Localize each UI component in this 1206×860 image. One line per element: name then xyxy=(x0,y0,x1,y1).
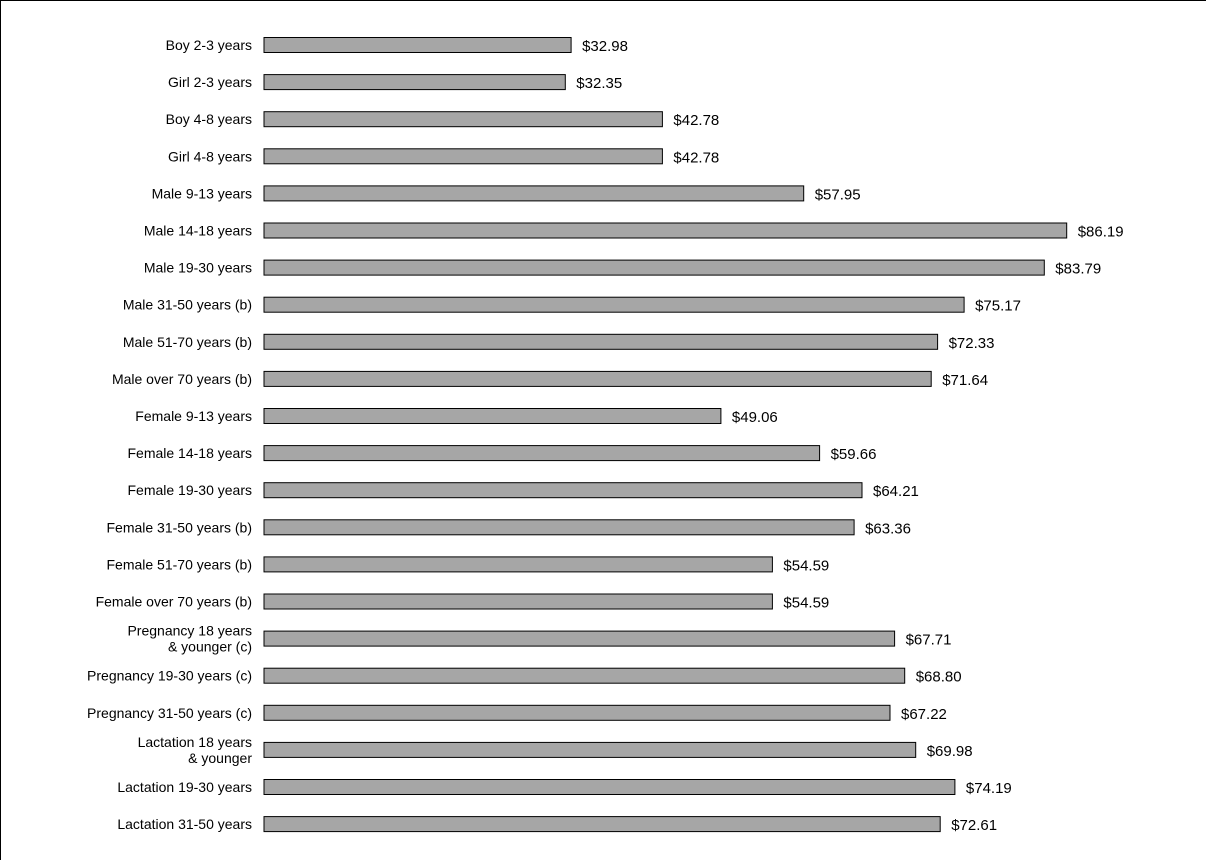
bar-8 xyxy=(263,333,939,350)
category-labels-group: Boy 2-3 years Girl 2-3 years Boy 4-8 years… xyxy=(87,37,252,832)
bar-10 xyxy=(263,408,722,424)
value-label-15: $54.59 xyxy=(783,595,829,612)
value-label-13: $63.36 xyxy=(865,520,911,537)
category-label-18: Pregnancy 31-50 years (c) xyxy=(87,705,252,721)
value-label-5: $86.19 xyxy=(1078,224,1124,241)
value-label-7: $75.17 xyxy=(975,298,1021,315)
category-label-8: Male 51-70 years (b) xyxy=(123,334,252,350)
bar-18 xyxy=(263,704,891,721)
category-label-20: Lactation 19-30 years xyxy=(117,779,252,795)
bar-6 xyxy=(263,259,1045,276)
category-label-21: Lactation 31-50 years xyxy=(117,816,252,832)
category-label-16: Pregnancy 18 years & younger (c) xyxy=(127,623,252,655)
category-label-4: Male 9-13 years xyxy=(152,185,252,201)
category-label-3: Girl 4-8 years xyxy=(168,148,252,164)
value-label-17: $68.80 xyxy=(916,669,962,686)
bar-12 xyxy=(263,482,863,499)
category-label-6: Male 19-30 years xyxy=(144,260,252,276)
bar-2 xyxy=(263,111,663,128)
value-label-0: $32.98 xyxy=(582,38,628,55)
value-labels-group: $32.98 $32.35 $42.78 $42.78 $57.95 $86.19 $83.… xyxy=(576,38,1123,834)
bar-19 xyxy=(263,741,917,758)
bar-13 xyxy=(263,519,855,536)
value-label-14: $54.59 xyxy=(783,557,829,574)
value-label-6: $83.79 xyxy=(1055,261,1101,278)
category-label-11: Female 14-18 years xyxy=(127,445,252,461)
category-label-9: Male over 70 years (b) xyxy=(112,371,252,387)
bar-7 xyxy=(263,296,965,313)
category-label-12: Female 19-30 years xyxy=(127,482,252,498)
category-label-5: Male 14-18 years xyxy=(144,223,252,239)
value-label-2: $42.78 xyxy=(673,112,719,129)
value-label-3: $42.78 xyxy=(673,149,719,166)
bar-15 xyxy=(263,593,773,610)
bar-21 xyxy=(263,816,941,833)
value-label-18: $67.22 xyxy=(901,706,947,723)
value-label-16: $67.71 xyxy=(906,632,952,649)
bar-9 xyxy=(263,370,932,387)
value-label-10: $49.06 xyxy=(732,409,778,426)
bar-17 xyxy=(263,667,906,684)
bar-14 xyxy=(263,556,773,573)
category-label-15: Female over 70 years (b) xyxy=(96,594,252,610)
category-label-14: Female 51-70 years (b) xyxy=(106,556,252,572)
category-label-7: Male 31-50 years (b) xyxy=(123,297,252,313)
bar-5 xyxy=(263,222,1068,239)
bar-11 xyxy=(263,445,821,462)
value-label-4: $57.95 xyxy=(815,186,861,203)
value-label-21: $72.61 xyxy=(951,817,997,834)
category-label-17: Pregnancy 19-30 years (c) xyxy=(87,668,252,684)
value-label-8: $72.33 xyxy=(949,335,995,352)
value-label-12: $64.21 xyxy=(873,483,919,500)
category-label-13: Female 31-50 years (b) xyxy=(106,519,252,535)
bars-group xyxy=(263,37,1068,833)
bar-4 xyxy=(263,185,805,202)
value-label-1: $32.35 xyxy=(576,75,622,92)
category-label-19: Lactation 18 years & younger xyxy=(138,734,253,766)
bar-0 xyxy=(263,37,572,53)
category-label-10: Female 9-13 years xyxy=(135,408,252,424)
value-label-20: $74.19 xyxy=(966,780,1012,797)
value-label-19: $69.98 xyxy=(927,743,973,760)
bar-3 xyxy=(263,148,663,165)
category-label-1: Girl 2-3 years xyxy=(168,74,252,90)
value-label-11: $59.66 xyxy=(831,446,877,463)
bar-1 xyxy=(263,74,566,91)
category-label-2: Boy 4-8 years xyxy=(166,111,252,127)
value-label-9: $71.64 xyxy=(942,372,988,389)
bar-16 xyxy=(263,630,896,647)
bar-20 xyxy=(263,779,956,795)
category-label-0: Boy 2-3 years xyxy=(166,37,252,53)
